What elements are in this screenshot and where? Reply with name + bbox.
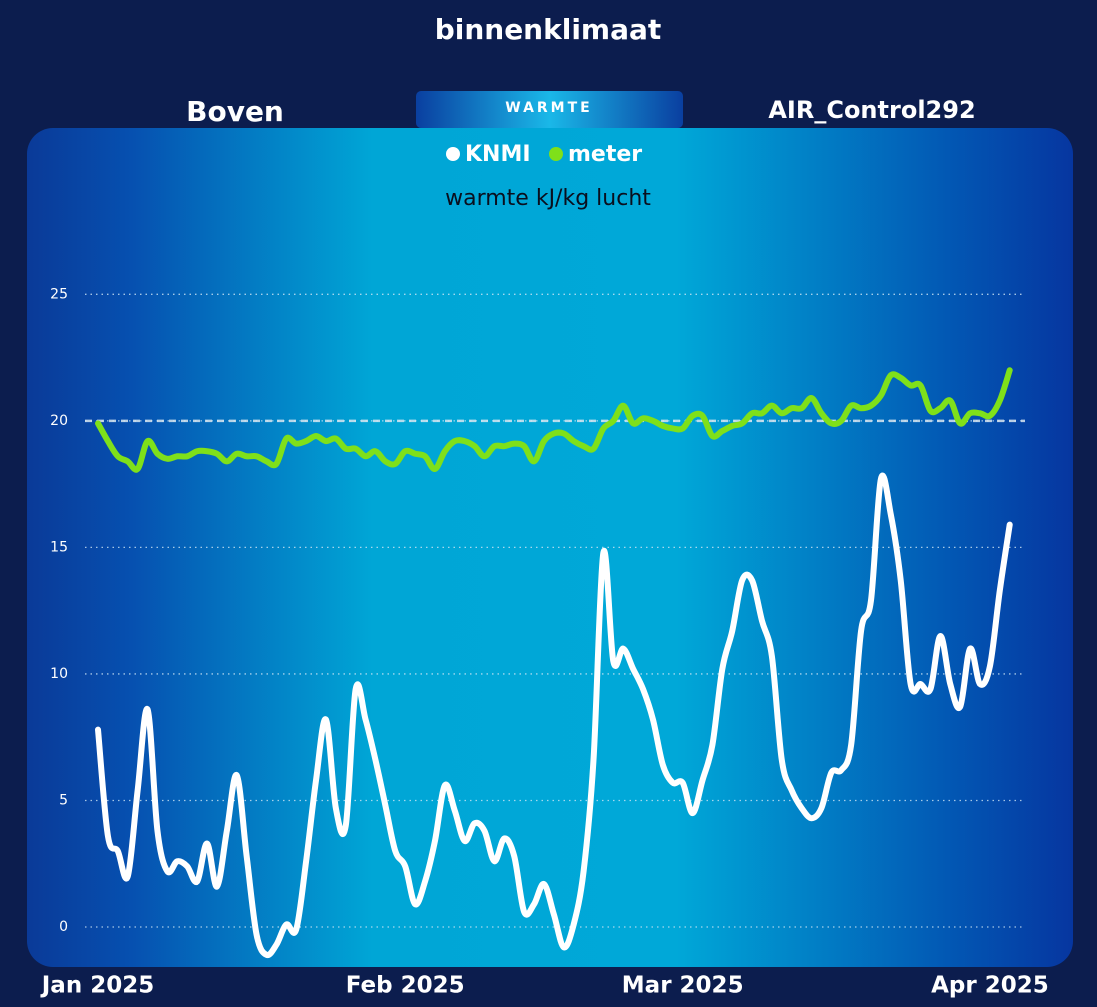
series-line <box>95 367 1013 473</box>
x-tick-label: Feb 2025 <box>346 973 465 999</box>
legend-label: KNMI <box>465 142 531 167</box>
x-tick-label: Apr 2025 <box>931 973 1049 999</box>
x-tick-label: Mar 2025 <box>622 973 744 999</box>
chart: 0 5 10 15 20 25 <box>50 286 1025 959</box>
legend-marker <box>446 147 460 161</box>
y-tick-label: 15 <box>50 539 68 555</box>
y-tick-label: 25 <box>50 286 68 302</box>
series-line <box>95 472 1013 959</box>
chart-panel <box>27 128 1073 967</box>
location-label: Boven <box>186 95 284 128</box>
x-tick-label: Jan 2025 <box>40 973 154 999</box>
legend-label: meter <box>568 142 642 167</box>
tab-label[interactable]: WARMTE <box>505 100 592 116</box>
device-label: AIR_Control292 <box>768 96 975 124</box>
tab-background[interactable] <box>416 91 683 128</box>
legend-marker <box>549 147 563 161</box>
y-tick-label: 5 <box>59 792 68 808</box>
chart-title: warmte kJ/kg lucht <box>445 186 651 211</box>
tab[interactable]: WARMTE <box>416 91 683 128</box>
y-tick-label: 0 <box>59 919 68 935</box>
page-title: binnenklimaat <box>435 13 662 46</box>
y-tick-label: 20 <box>50 413 68 429</box>
y-tick-label: 10 <box>50 666 68 682</box>
